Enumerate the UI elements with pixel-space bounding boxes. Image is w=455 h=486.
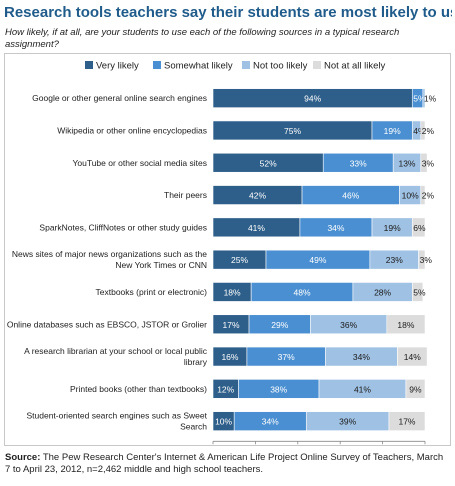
source-note: Source: The Pew Research Center's Intern… [5, 452, 451, 476]
data-label-6-1: 25% [231, 255, 248, 265]
data-label-7-1: 18% [224, 287, 241, 297]
data-label-5-4: 6% [413, 223, 426, 233]
data-label-4-3: 10% [402, 191, 419, 201]
data-label-11-1: 10% [215, 417, 232, 427]
data-label-8-1: 17% [223, 320, 240, 330]
category-label-11: Student-oriented search engines such as … [26, 411, 207, 421]
chart-subtitle: How likely, if at all, are your students… [5, 27, 400, 50]
data-label-9-3: 34% [353, 352, 370, 362]
legend-label-2: Somewhat likely [164, 61, 233, 72]
data-label-6-4: 3% [420, 255, 433, 265]
data-label-1-1: 94% [304, 94, 321, 104]
data-label-10-2: 38% [270, 384, 287, 394]
bar-segment-9-4 [397, 346, 428, 367]
category-label-7: Textbooks (print or electronic) [96, 287, 208, 297]
bar-segment-11-4 [388, 411, 426, 431]
legend-label-1: Very likely [96, 61, 139, 72]
data-label-2-1: 75% [284, 126, 301, 136]
category-label-11: Search [180, 422, 207, 432]
data-label-3-1: 52% [260, 158, 277, 168]
data-label-11-4: 17% [398, 417, 415, 427]
category-label-9: library [184, 357, 208, 367]
category-label-6: News sites of major news organizations s… [12, 249, 207, 259]
data-label-6-2: 49% [309, 255, 326, 265]
bar-segment-4-4 [420, 185, 426, 205]
legend-label-4: Not at all likely [324, 61, 385, 72]
legend-label-3: Not too likely [253, 61, 308, 72]
data-label-6-3: 23% [386, 255, 403, 265]
data-label-7-3: 28% [374, 287, 391, 297]
category-label-1: Google or other general online search en… [32, 93, 207, 103]
data-label-5-1: 41% [248, 223, 265, 233]
data-label-10-1: 12% [217, 384, 234, 394]
chart-title: Research tools teachers say their studen… [4, 4, 452, 21]
data-label-3-2: 33% [350, 158, 367, 168]
category-label-5: SparkNotes, CliffNotes or other study gu… [39, 222, 207, 232]
data-label-3-4: 3% [422, 158, 435, 168]
source-label: Source: [5, 452, 41, 463]
data-label-4-2: 46% [342, 191, 359, 201]
data-label-8-3: 36% [340, 320, 357, 330]
bar-segment-5-4 [411, 217, 426, 238]
data-label-9-1: 16% [221, 352, 238, 362]
data-label-1-2: 5% [413, 94, 426, 104]
data-label-5-3: 19% [384, 223, 401, 233]
bar-segment-7-4 [411, 282, 424, 302]
data-label-8-4: 18% [397, 320, 414, 330]
data-label-4-1: 42% [249, 191, 266, 201]
bar-segment-3-4 [420, 152, 428, 173]
category-label-9: A research librarian at your school or l… [24, 346, 208, 356]
data-label-3-3: 13% [398, 158, 415, 168]
category-label-2: Wikipedia or other online encyclopedias [57, 125, 207, 135]
category-label-8: Online databases such as EBSCO, JSTOR or… [7, 319, 207, 329]
category-label-6: New York Times or CNN [115, 260, 207, 270]
legend-swatch-2 [153, 61, 161, 69]
data-label-5-2: 34% [327, 223, 344, 233]
stacked-bar-chart: Very likely Somewhat likely Not too likely… [7, 61, 437, 445]
data-label-10-3: 41% [354, 384, 371, 394]
data-label-10-4: 9% [409, 384, 422, 394]
source-text: The Pew Research Center's Internet & Ame… [5, 452, 444, 475]
data-label-1-3: 1% [424, 94, 437, 104]
category-label-3: YouTube or other social media sites [72, 158, 207, 168]
bar-segment-10-4 [405, 379, 426, 399]
bar-segment-8-4 [386, 314, 426, 335]
data-label-2-4: 2% [422, 126, 435, 136]
bar-segment-1-3 [422, 88, 426, 108]
bar-segment-6-4 [418, 249, 426, 270]
data-label-8-2: 29% [271, 320, 288, 330]
legend-swatch-1 [85, 61, 93, 69]
data-label-7-2: 48% [294, 287, 311, 297]
data-label-9-2: 37% [278, 352, 295, 362]
data-label-2-2: 19% [384, 126, 401, 136]
legend-swatch-3 [242, 61, 250, 69]
category-label-10: Printed books (other than textbooks) [70, 384, 207, 394]
bar-segment-2-4 [420, 120, 426, 141]
chart-frame: Very likely Somewhat likely Not too likely… [4, 53, 451, 446]
data-label-4-4: 2% [422, 191, 435, 201]
category-label-4: Their peers [164, 190, 207, 200]
data-label-2-3: 4% [413, 126, 426, 136]
data-label-11-3: 39% [339, 417, 356, 427]
data-label-7-4: 5% [413, 287, 426, 297]
data-label-11-2: 34% [262, 417, 279, 427]
legend-swatch-4 [313, 61, 321, 69]
data-label-9-4: 14% [404, 352, 421, 362]
